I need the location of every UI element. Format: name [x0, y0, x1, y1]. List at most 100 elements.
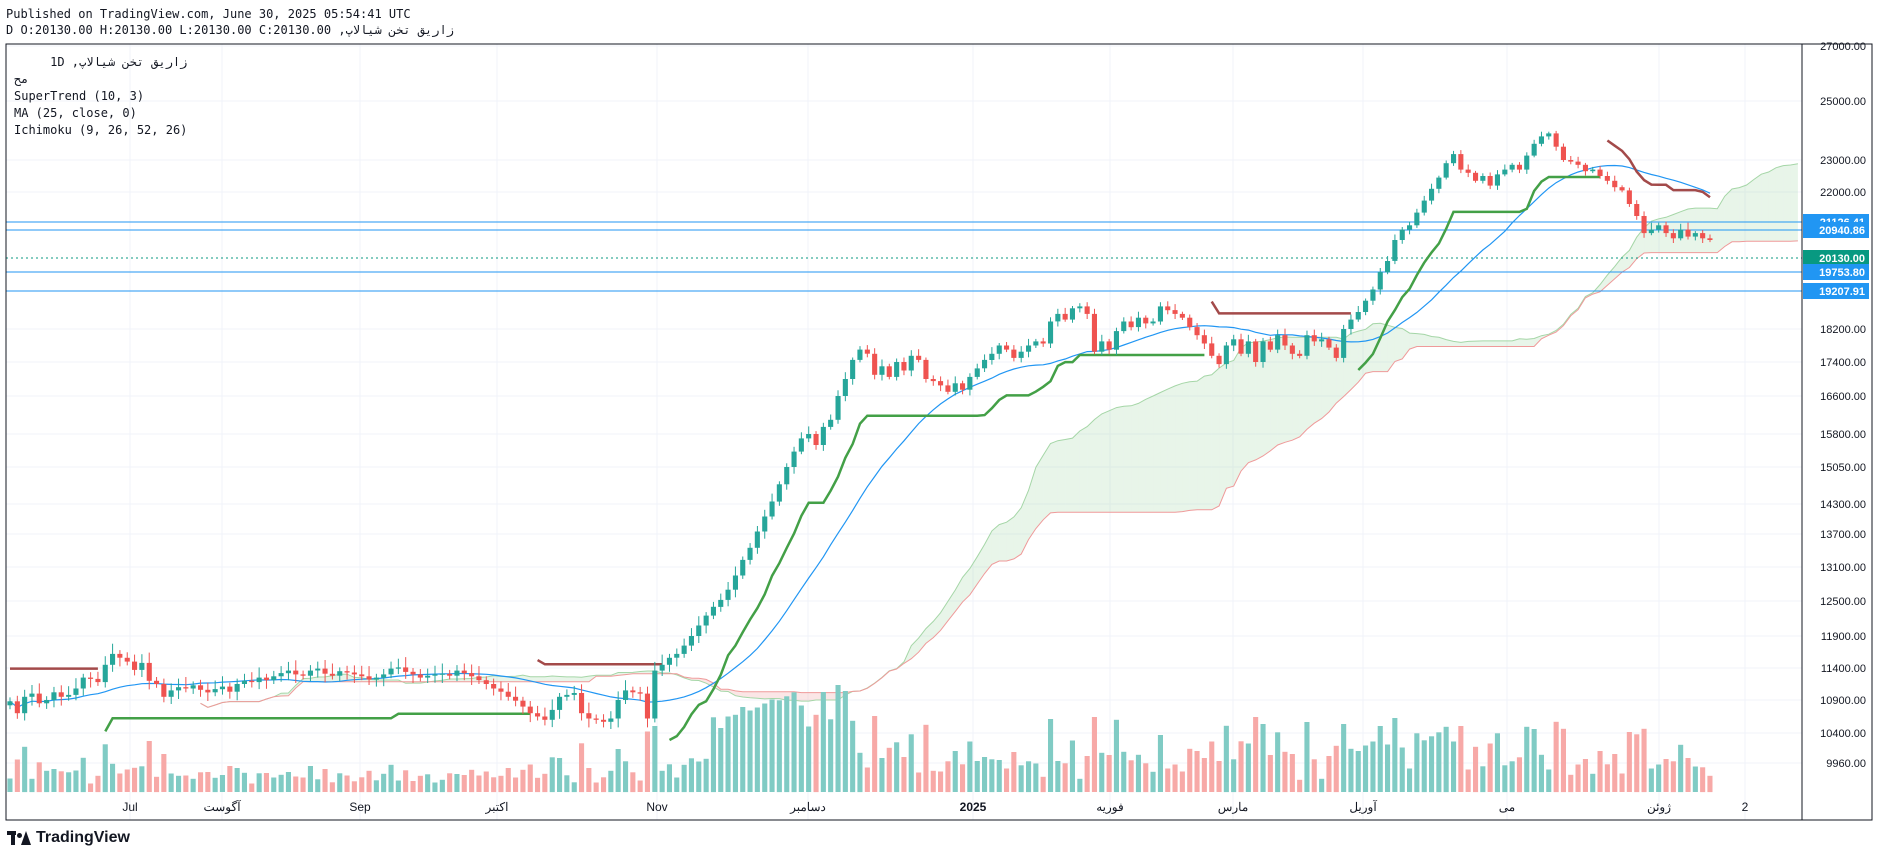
legend-supertrend[interactable]: SuperTrend (10, 3)	[14, 89, 145, 103]
cloud-segment	[1226, 360, 1234, 489]
candle	[586, 702, 592, 728]
volume-bar	[1451, 741, 1457, 792]
volume-bar	[974, 761, 980, 792]
volume-bar	[1048, 719, 1054, 792]
candle	[1084, 302, 1090, 319]
volume-bar	[1069, 740, 1075, 792]
candle	[1443, 160, 1449, 180]
cloud-segment	[1116, 406, 1124, 513]
cloud-segment	[1321, 337, 1329, 419]
price-axis[interactable]: 27000.00 25000.00 23000.00 22000.00 18200.00…	[1820, 41, 1866, 770]
legend-symbol[interactable]: زاریق تخن شیالاپ, 1D	[50, 55, 188, 69]
candle	[293, 660, 299, 683]
price-tick-label: 13700.00	[1820, 529, 1866, 541]
volume-bar	[762, 703, 768, 792]
cloud-segment	[1189, 381, 1198, 511]
volume-bar	[1011, 752, 1017, 792]
cloud-segment	[574, 676, 582, 682]
volume-bar	[579, 743, 585, 793]
volume-bar	[1026, 761, 1032, 793]
volume-bar	[1033, 763, 1039, 792]
volume-bar	[1568, 774, 1574, 793]
volume-bar	[798, 705, 804, 792]
time-tick-label: آوریل	[1349, 799, 1377, 814]
candle	[1172, 304, 1178, 319]
volume-bar	[542, 773, 548, 793]
time-tick-label: فوریه	[1096, 800, 1124, 814]
candle	[1575, 156, 1581, 169]
candle	[425, 668, 431, 683]
volume-bar	[989, 759, 995, 793]
candle	[95, 671, 101, 686]
volume-bar	[154, 776, 160, 793]
volume-bar	[1538, 754, 1544, 793]
candle	[718, 593, 724, 612]
cloud-segment	[1350, 331, 1359, 390]
cloud-segment	[1021, 490, 1029, 555]
candle	[1385, 256, 1391, 275]
candle	[132, 654, 138, 676]
cloud-segment	[1153, 392, 1161, 513]
volume-bar	[1487, 743, 1493, 792]
legend-ichimoku[interactable]: Ichimoku (9, 26, 52, 26)	[14, 123, 188, 137]
volume-bar	[1194, 751, 1200, 792]
candle	[344, 665, 350, 680]
volume-bar	[212, 777, 218, 793]
volume-bar	[945, 761, 951, 793]
volume-bar	[601, 777, 607, 793]
candle	[813, 431, 819, 450]
candle	[14, 695, 20, 719]
candle	[124, 652, 130, 666]
price-axis-frame[interactable]	[1801, 43, 1873, 821]
cloud-segment	[1087, 419, 1095, 513]
candle	[1033, 338, 1039, 348]
volume-bar	[1590, 773, 1596, 793]
senkou-span-a	[200, 163, 1798, 708]
candle	[1253, 338, 1259, 367]
candle	[198, 679, 204, 697]
candle	[146, 652, 152, 690]
candle	[623, 680, 629, 704]
senkou-span-b	[200, 240, 1798, 708]
tradingview-logo[interactable]: TradingView	[7, 829, 130, 847]
candle	[1363, 298, 1369, 316]
volume-bar	[22, 746, 28, 793]
volume-bar	[1209, 741, 1215, 792]
level-tag	[1803, 264, 1869, 280]
candle	[688, 628, 694, 651]
volume-bar	[564, 775, 570, 793]
volume-bar	[161, 754, 167, 792]
legend-ma[interactable]: MA (25, close, 0)	[14, 106, 137, 120]
price-tick-label: 16600.00	[1820, 391, 1866, 403]
level-tag	[1803, 250, 1869, 266]
cloud-segment	[457, 678, 465, 682]
volume-bar	[1311, 759, 1317, 793]
time-tick-label: Sep	[349, 800, 371, 814]
level-tag-label: 20940.86	[1819, 225, 1865, 237]
cloud-segment	[1013, 507, 1022, 559]
candle	[285, 661, 291, 681]
candle	[1304, 330, 1310, 360]
candle	[828, 414, 834, 430]
candle	[1619, 185, 1625, 193]
candle	[630, 686, 636, 698]
volume-bar	[879, 758, 885, 792]
candle	[417, 669, 423, 682]
volume-bar	[1575, 764, 1581, 792]
candles	[7, 130, 1713, 729]
volume-bar	[278, 774, 284, 793]
volume-bar	[1245, 743, 1251, 792]
candle	[1685, 222, 1691, 240]
candle	[1128, 316, 1134, 331]
horizontal-levels[interactable]	[6, 221, 1802, 292]
cloud-segment	[1490, 340, 1498, 347]
candle	[1465, 164, 1471, 178]
candle	[945, 379, 951, 395]
volume-bar	[469, 769, 475, 793]
volume-bar	[1626, 732, 1632, 792]
level-tag	[1803, 222, 1869, 238]
candle	[754, 526, 760, 554]
time-axis[interactable]: Jul آگوست Sep اکتبر Nov دسامبر 2025 فوریه مارس آو…	[122, 799, 1748, 814]
cloud-segment	[281, 693, 289, 696]
